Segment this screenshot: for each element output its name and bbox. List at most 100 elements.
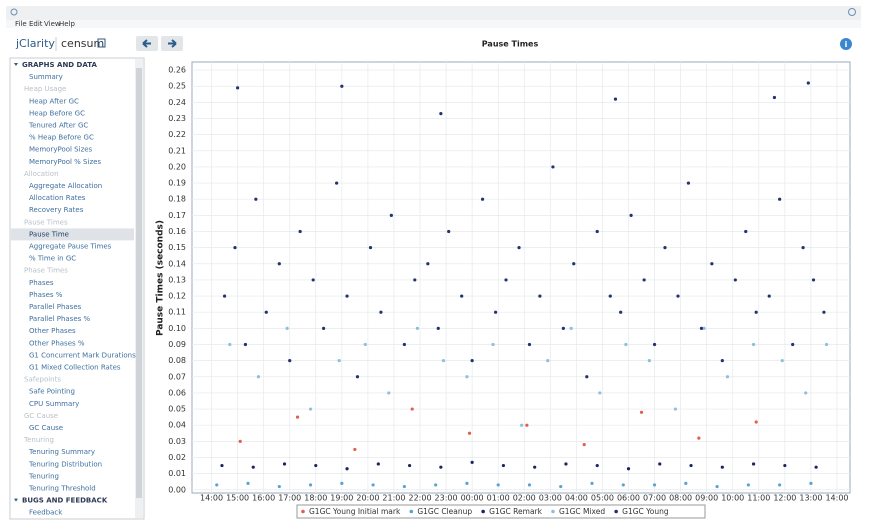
y-tick-label: 0.18: [168, 195, 186, 204]
nav-item[interactable]: % Heap Before GC: [29, 134, 94, 142]
x-tick-label: 15:00: [226, 494, 249, 503]
point: [402, 342, 406, 347]
nav-item[interactable]: Phases: [29, 279, 54, 287]
nav-item[interactable]: G1 Mixed Collection Rates: [29, 364, 121, 372]
nav-item[interactable]: MemoryPool % Sizes: [29, 158, 101, 166]
selected-row: [11, 228, 134, 241]
point: [220, 463, 224, 468]
point: [298, 229, 302, 234]
nav-item[interactable]: Parallel Phases %: [29, 315, 91, 323]
menu-help[interactable]: Help: [59, 20, 76, 28]
x-tick-label: 20:00: [356, 494, 379, 503]
point: [561, 326, 565, 330]
point: [814, 465, 818, 469]
nav-item[interactable]: Tenuring Distribution: [28, 460, 102, 468]
x-tick-label: 23:00: [435, 494, 458, 503]
section-title[interactable]: GRAPHS AND DATA: [22, 61, 97, 69]
nav-item[interactable]: % Time in GC: [29, 255, 76, 263]
nav-item[interactable]: Recovery Rates: [29, 206, 84, 214]
nav-item[interactable]: Other Phases: [29, 327, 76, 335]
x-tick-label: 14:00: [200, 494, 223, 503]
x-tick-label: 06:00: [617, 494, 640, 503]
nav-item[interactable]: Pause Time: [29, 230, 69, 238]
nav-item[interactable]: Tenuring Summary: [28, 448, 95, 456]
nav-item[interactable]: Tenuring Threshold: [28, 485, 96, 493]
point: [340, 481, 344, 485]
nav-item[interactable]: Phases %: [29, 291, 63, 299]
y-tick-label: 0.16: [168, 227, 186, 236]
nav-item[interactable]: CPU Summary: [29, 400, 79, 408]
point: [806, 81, 810, 85]
nav-item[interactable]: Heap Before GC: [29, 109, 85, 117]
point: [778, 197, 782, 201]
menu-edit[interactable]: Edit: [29, 20, 43, 28]
point: [470, 460, 474, 464]
nav-item[interactable]: G1 Concurrent Mark Durations: [29, 351, 136, 359]
point: [647, 359, 651, 363]
sidebar-list: GRAPHS AND DATA Summary Heap Usage Heap Aft…: [11, 61, 136, 517]
point: [277, 262, 281, 266]
point: [533, 465, 537, 469]
y-tick-label: 0.00: [168, 485, 186, 494]
view-title: Pause Times: [482, 40, 539, 49]
menu-file[interactable]: File: [15, 20, 27, 28]
point: [426, 262, 430, 266]
nav-item[interactable]: Safe Pointing: [29, 388, 75, 396]
nav-item[interactable]: Allocation Rates: [29, 194, 86, 202]
point: [379, 310, 383, 314]
x-tick-label: 11:00: [747, 494, 770, 503]
point: [436, 326, 440, 330]
point: [314, 463, 318, 468]
point: [608, 294, 612, 298]
nav-item[interactable]: Heap After GC: [29, 97, 79, 105]
legend-label: G1GC Cleanup: [417, 507, 472, 516]
point: [439, 465, 443, 469]
point: [527, 483, 532, 487]
nav-item[interactable]: Summary: [29, 73, 63, 81]
point: [754, 310, 758, 314]
nav-item[interactable]: Other Phases %: [29, 339, 85, 347]
point: [744, 229, 748, 234]
point: [410, 407, 414, 411]
point: [746, 483, 750, 487]
point: [791, 342, 795, 347]
brand: jClarity: [15, 37, 55, 50]
sidebar: [9, 57, 145, 520]
point: [642, 278, 646, 282]
app-icon: [10, 8, 18, 16]
x-tick-label: 10:00: [721, 494, 744, 503]
y-tick-label: 0.13: [168, 275, 186, 284]
point: [689, 463, 693, 468]
close-button[interactable]: [848, 8, 856, 16]
x-tick-label: 08:00: [669, 494, 692, 503]
point: [243, 342, 248, 347]
nav-item[interactable]: Aggregate Allocation: [29, 182, 102, 190]
menu-view[interactable]: View: [44, 20, 61, 28]
scroll-thumb[interactable]: [136, 68, 142, 498]
point: [569, 326, 573, 330]
title-strip: [6, 6, 861, 20]
point: [282, 462, 287, 466]
nav-item[interactable]: Parallel Phases: [29, 303, 82, 311]
y-tick-label: 0.19: [168, 179, 186, 188]
y-axis-label: Pause Times (seconds): [156, 220, 166, 336]
point: [233, 246, 237, 250]
trash-icon[interactable]: [97, 38, 106, 48]
point: [434, 483, 438, 487]
point: [767, 294, 771, 298]
y-tick-label: 0.10: [168, 324, 186, 333]
section-title[interactable]: BUGS AND FEEDBACK: [22, 497, 108, 505]
group-header: Pause Times: [24, 218, 68, 226]
legend-marker: [409, 509, 414, 514]
forward-arrow: [168, 39, 177, 48]
info-button[interactable]: [840, 38, 852, 50]
nav-item[interactable]: Tenured After GC: [28, 122, 88, 130]
nav-item[interactable]: GC Cause: [29, 424, 63, 432]
nav-item[interactable]: MemoryPool Sizes: [29, 146, 93, 154]
point: [447, 229, 451, 234]
nav-item[interactable]: Aggregate Pause Times: [29, 243, 112, 251]
point: [520, 423, 524, 427]
nav-item[interactable]: Tenuring: [28, 472, 59, 480]
nav-item[interactable]: Feedback: [29, 509, 63, 517]
point: [720, 359, 724, 363]
